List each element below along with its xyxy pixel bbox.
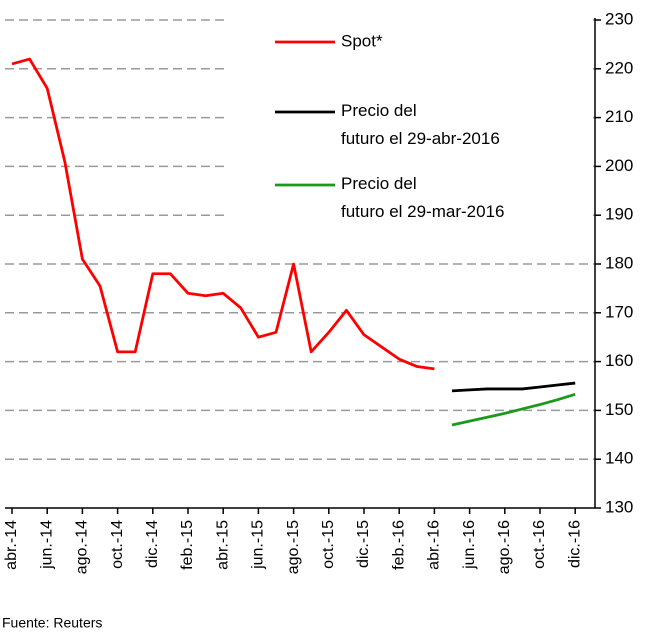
- y-tick-label: 190: [605, 205, 633, 224]
- x-tick-label: ago.-16: [496, 520, 513, 574]
- y-tick-label: 210: [605, 107, 633, 126]
- x-tick-label: abr.-14: [3, 520, 20, 570]
- y-tick-label: 170: [605, 302, 633, 321]
- x-tick-label: oct.-15: [320, 520, 337, 569]
- x-tick-label: feb.-16: [390, 520, 407, 570]
- x-tick-label: dic.-16: [566, 520, 583, 568]
- y-tick-label: 230: [605, 9, 633, 28]
- x-tick-label: oct.-16: [531, 520, 548, 569]
- x-tick-label: abr.-15: [214, 520, 231, 570]
- series-line: [451, 392, 576, 427]
- x-tick-label: feb.-15: [179, 520, 196, 570]
- y-tick-label: 160: [605, 351, 633, 370]
- y-tick-label: 130: [605, 497, 633, 516]
- legend-label: Spot*: [341, 31, 383, 50]
- x-tick-label: dic.-15: [355, 520, 372, 568]
- x-tick-label: abr.-16: [426, 520, 443, 570]
- legend-label: Precio del futuro el 29-mar-2016: [341, 174, 504, 221]
- y-tick-label: 180: [605, 253, 633, 272]
- x-tick-label: ago.-15: [285, 520, 302, 574]
- x-tick-label: dic.-14: [144, 520, 161, 568]
- x-tick-label: ago.-14: [74, 520, 91, 574]
- x-tick-label: jun.-14: [38, 520, 55, 570]
- series-line: [11, 57, 435, 371]
- y-tick-label: 140: [605, 449, 633, 468]
- y-tick-label: 200: [605, 156, 633, 175]
- source-note: Fuente: Reuters: [2, 615, 102, 631]
- legend-background: [224, 8, 592, 240]
- y-tick-label: 150: [605, 400, 633, 419]
- x-tick-label: jun.-15: [250, 520, 267, 570]
- x-tick-label: oct.-14: [109, 520, 126, 569]
- series-line: [451, 381, 576, 393]
- legend-label: Precio del futuro el 29-abr-2016: [341, 101, 500, 148]
- y-tick-label: 220: [605, 58, 633, 77]
- x-tick-label: jun.-16: [461, 520, 478, 570]
